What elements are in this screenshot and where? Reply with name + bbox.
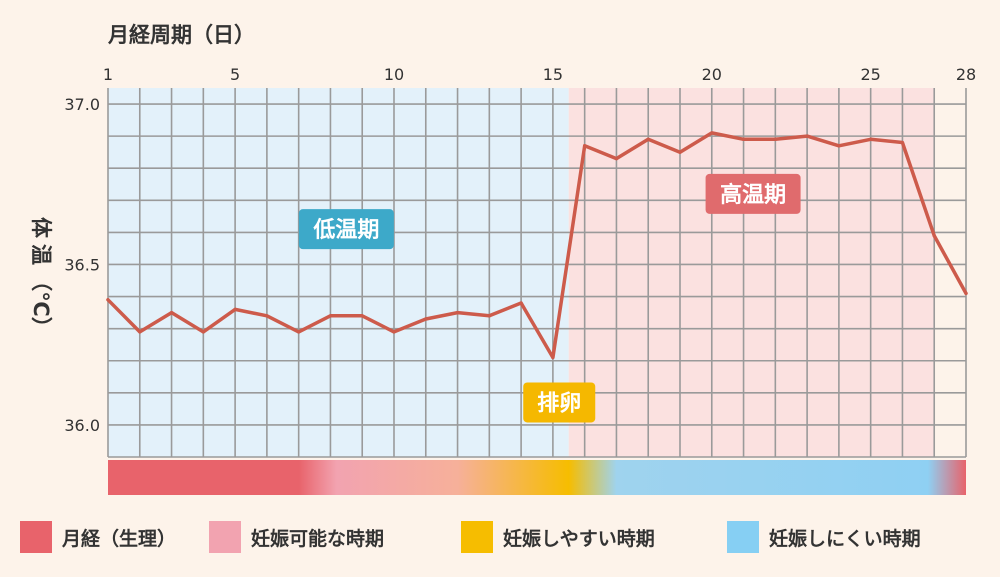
legend-swatch — [727, 521, 759, 553]
temperature-point — [201, 330, 205, 334]
temperature-point — [964, 291, 968, 295]
phase-bar — [108, 460, 966, 495]
legend-swatch — [209, 521, 241, 553]
temperature-point — [297, 330, 301, 334]
temperature-point — [773, 137, 777, 141]
annotation-badge: 排卵 — [523, 382, 596, 423]
temperature-point — [805, 134, 809, 138]
annotation-badge-bg — [523, 382, 596, 423]
annotation-badge-bg — [705, 173, 801, 214]
legend-item: 妊娠可能な時期 — [209, 521, 384, 553]
legend-label: 妊娠しやすい時期 — [503, 527, 655, 550]
temperature-point — [932, 234, 936, 238]
legend-label: 妊娠しにくい時期 — [769, 527, 921, 550]
x-tick-label: 15 — [543, 65, 563, 84]
temperature-point — [614, 156, 619, 161]
legend-swatch — [461, 521, 493, 553]
temperature-point — [646, 137, 650, 141]
temperature-point — [328, 314, 333, 318]
legend-item: 妊娠しにくい時期 — [727, 521, 921, 553]
annotation-badge-bg — [298, 209, 394, 250]
temperature-point — [900, 140, 905, 145]
temperature-point — [233, 307, 237, 311]
y-tick-label: 36.5 — [64, 255, 100, 274]
temperature-point — [678, 150, 682, 154]
legend-item: 月経（生理） — [20, 521, 176, 553]
x-tick-label: 25 — [860, 65, 880, 84]
legend-item: 妊娠しやすい時期 — [461, 521, 655, 553]
annotation-badge: 高温期 — [705, 173, 801, 214]
x-tick-label: 20 — [702, 65, 722, 84]
temperature-point — [138, 330, 142, 334]
temperature-point — [106, 298, 110, 302]
temperature-point — [583, 144, 587, 148]
y-axis-title: 体温 — [29, 217, 53, 271]
temperature-point — [551, 355, 555, 360]
legend-swatch — [20, 521, 52, 553]
y-tick-label: 36.0 — [64, 416, 100, 435]
temperature-point — [869, 137, 873, 141]
annotation-label: 高温期 — [720, 182, 786, 208]
y-axis-unit: （℃） — [29, 270, 53, 337]
temperature-point — [360, 314, 364, 318]
temperature-point — [519, 301, 523, 305]
annotation-label: 排卵 — [537, 391, 581, 416]
temperature-point — [424, 317, 428, 321]
region-1-background — [568, 88, 935, 457]
x-tick-label: 10 — [384, 65, 404, 84]
legend-label: 月経（生理） — [61, 527, 176, 550]
temperature-point — [265, 314, 269, 318]
x-tick-label: 28 — [956, 65, 976, 84]
temperature-point — [487, 314, 491, 318]
x-tick-label: 5 — [230, 65, 240, 84]
x-tick-label: 1 — [103, 65, 113, 84]
temperature-point — [169, 311, 174, 315]
temperature-series-line — [106, 131, 968, 360]
annotation-badge: 低温期 — [298, 209, 394, 250]
temperature-point — [837, 144, 841, 148]
temperature-point — [455, 311, 460, 315]
temperature-point — [710, 131, 714, 135]
region-0-background — [108, 88, 569, 457]
x-axis-title: 月経周期（日） — [107, 23, 255, 47]
temperature-point — [392, 330, 396, 334]
y-tick-label: 37.0 — [64, 95, 100, 114]
legend-label: 妊娠可能な時期 — [251, 527, 384, 550]
temperature-point — [741, 137, 746, 141]
annotation-label: 低温期 — [312, 218, 379, 243]
